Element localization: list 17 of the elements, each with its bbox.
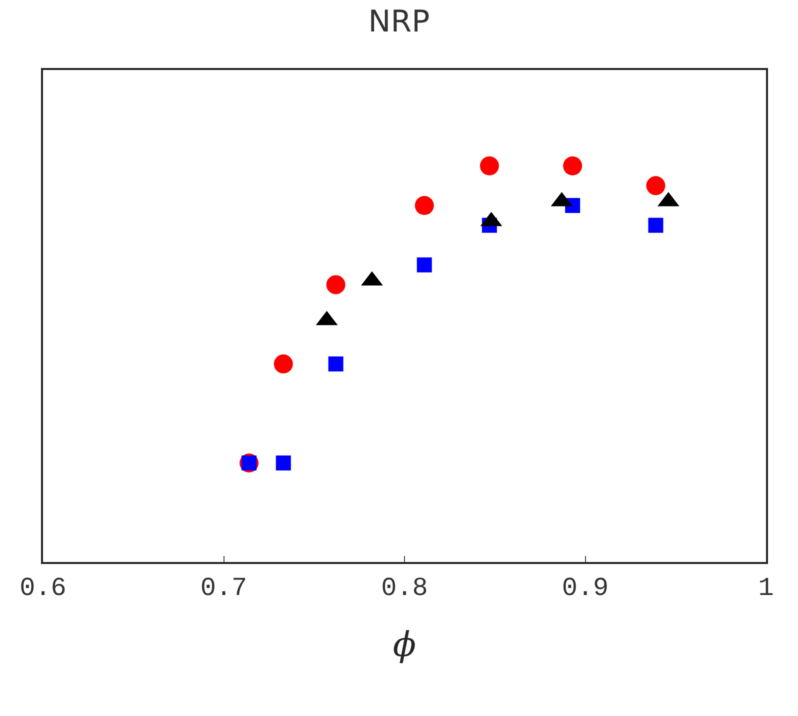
chart-title: NRP xyxy=(368,4,430,40)
point xyxy=(648,218,664,233)
point xyxy=(414,196,434,215)
x-tick-label: 0.7 xyxy=(200,573,248,604)
point xyxy=(328,356,344,372)
point xyxy=(416,257,432,272)
x-tick-label: 0.6 xyxy=(20,573,66,604)
x-tick-label: 0.9 xyxy=(562,573,609,604)
x-tick-label: 1 xyxy=(758,573,774,604)
point xyxy=(326,275,346,294)
point xyxy=(276,455,291,470)
x-axis-title: ϕ xyxy=(392,625,416,665)
point xyxy=(563,156,582,176)
point xyxy=(480,156,499,176)
point xyxy=(274,354,293,374)
x-tick-label: 0.8 xyxy=(381,573,428,604)
point xyxy=(646,176,666,196)
